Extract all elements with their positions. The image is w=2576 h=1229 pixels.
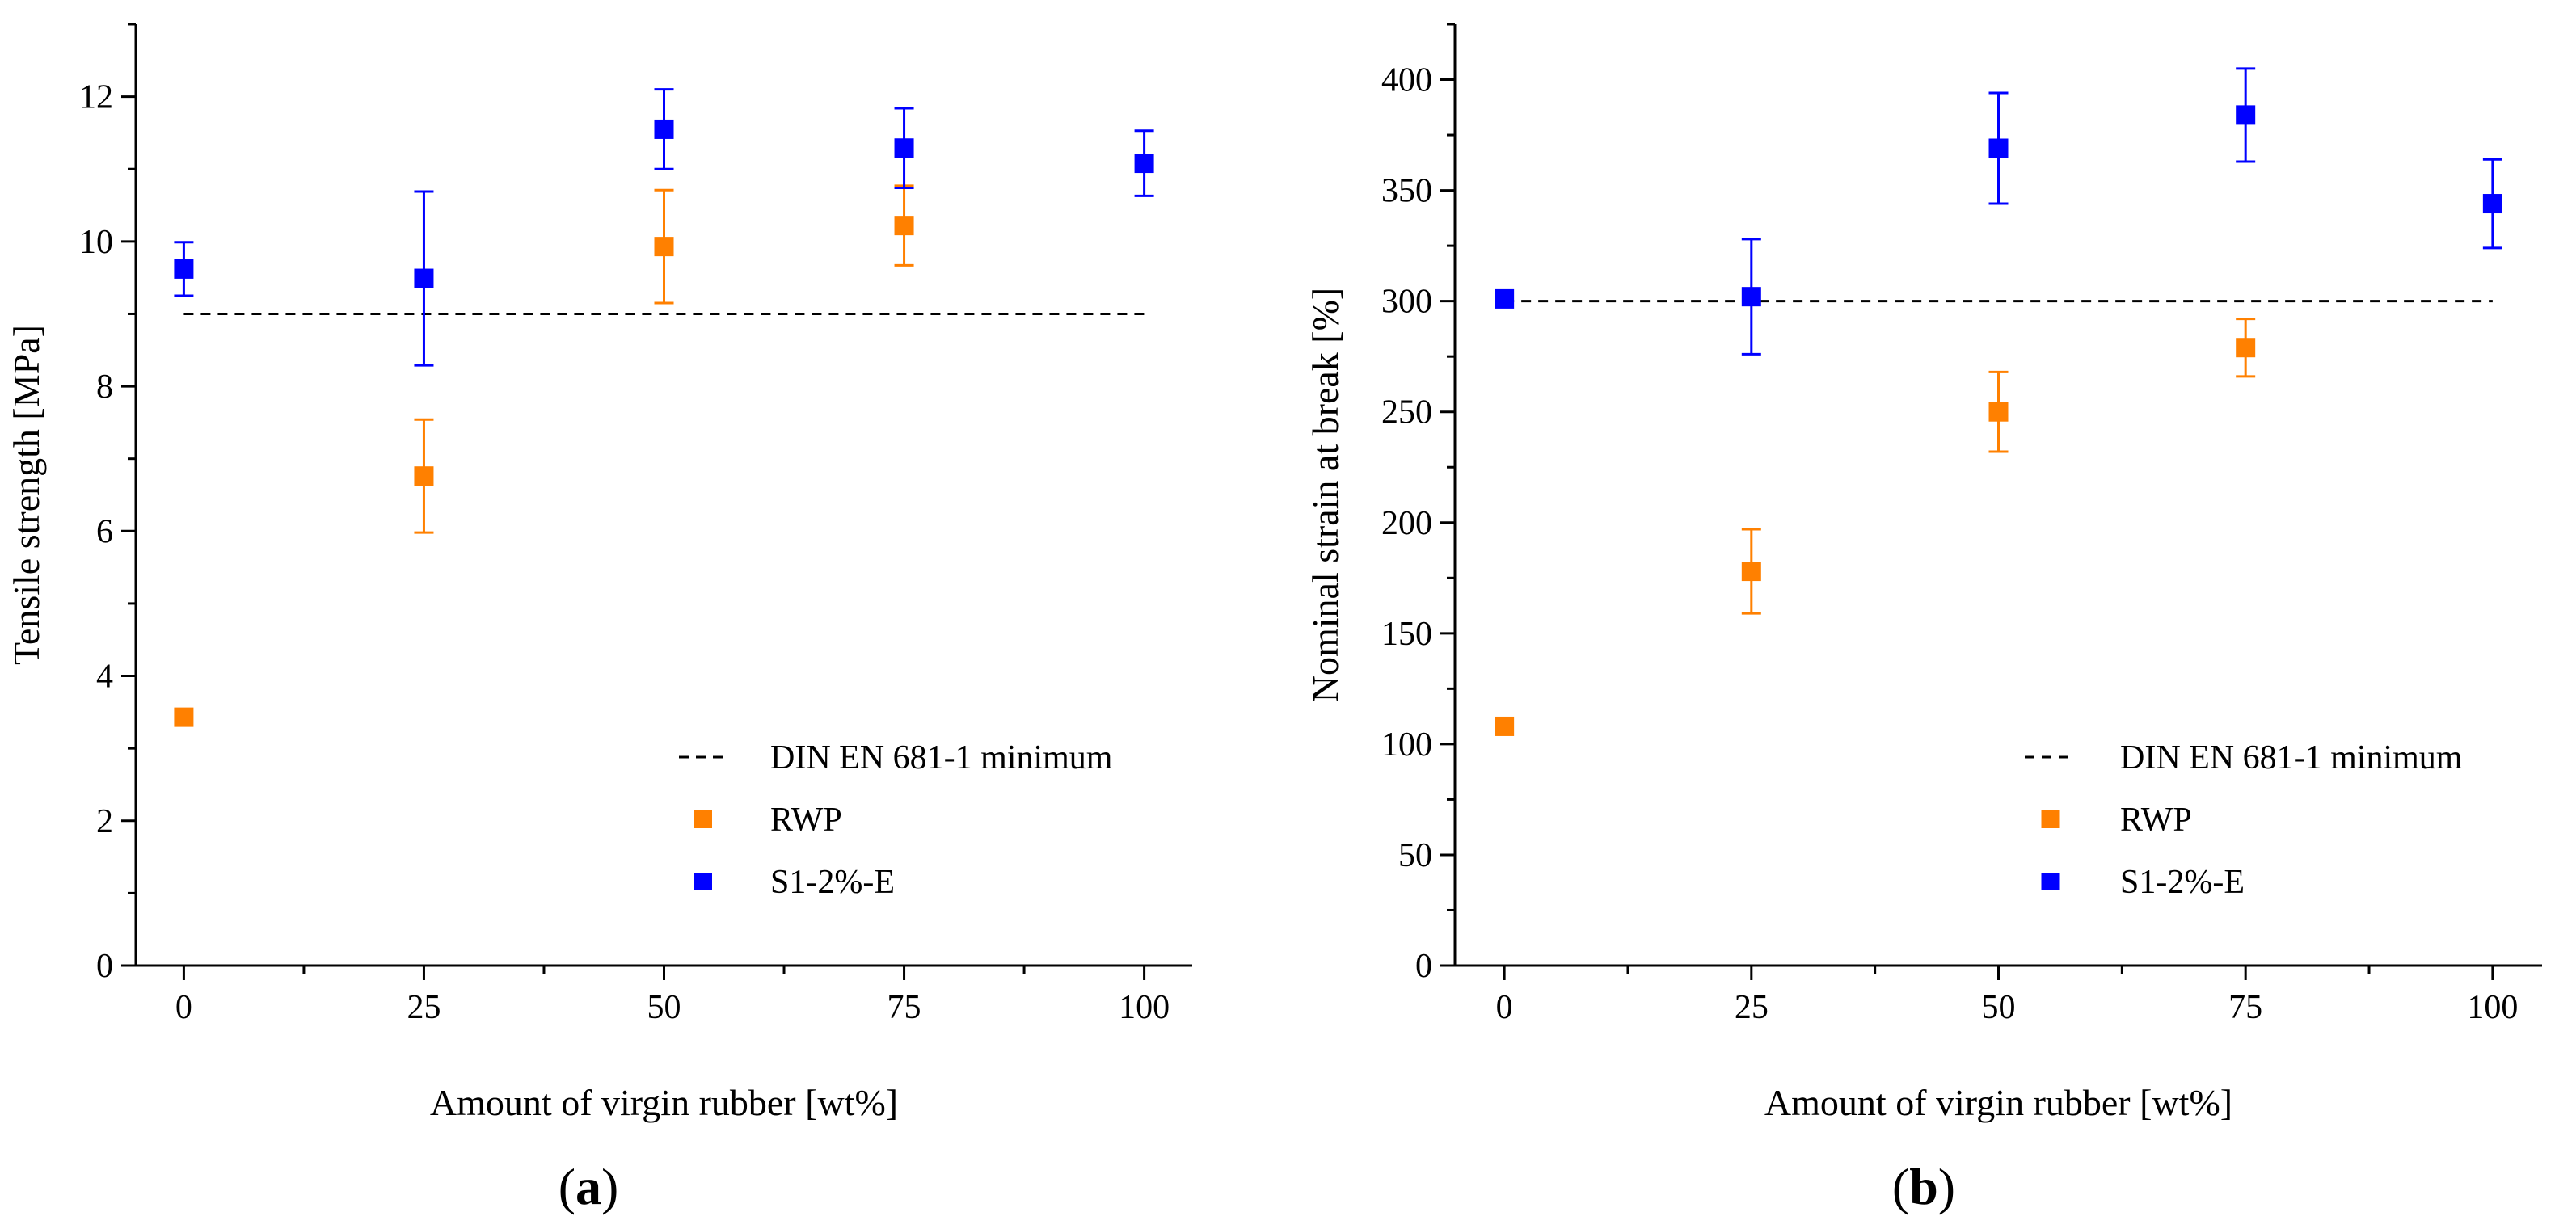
chart-b-s1-2-e-point [1741, 287, 1761, 307]
chart-a-x-tick-label: 0 [175, 989, 192, 1026]
chart-b-s1-2-e-point [1988, 138, 2009, 158]
chart-b-panel-label-close-paren: ) [1938, 1158, 1955, 1215]
chart-a-x-axis-title: Amount of virgin rubber [wt%] [430, 1082, 898, 1123]
chart-a-rwp-point [654, 237, 674, 257]
chart-b-legend-rwp-label: RWP [2120, 802, 2192, 839]
chart-b-s1-2-e-point [1495, 288, 1515, 309]
chart-a-legend-rwp-swatch [694, 810, 712, 828]
chart-b-x-tick-label: 50 [1982, 989, 2016, 1026]
chart-a-y-axis-title: Tensile strength [MPa] [6, 325, 47, 665]
chart-a-y-tick-label: 0 [96, 948, 113, 985]
chart-a-x-tick-label: 50 [647, 989, 681, 1026]
chart-a-y-tick-label: 2 [96, 803, 113, 840]
chart-b-x-axis-title: Amount of virgin rubber [wt%] [1764, 1082, 2232, 1123]
chart-a-rwp-point [174, 707, 194, 727]
chart-b-y-tick-label: 50 [1398, 837, 1432, 874]
chart-a-y-tick-label: 10 [79, 224, 113, 261]
chart-a-legend-rwp-label: RWP [770, 802, 842, 839]
chart-b-rwp-point [1988, 402, 2009, 422]
chart-b-x-tick-label: 0 [1496, 989, 1513, 1026]
chart-b-s1-2-e-point [2236, 105, 2256, 125]
chart-b-y-tick-label: 350 [1381, 173, 1432, 210]
chart-a-legend-s1-2-e-swatch [694, 873, 712, 890]
chart-b-y-tick-label: 250 [1381, 394, 1432, 431]
chart-panel-b: 0 25 50 75 100 0 50 100 150 200 250 300 350 400 Amount… [1305, 23, 2542, 1215]
chart-b-y-tick-label: 0 [1415, 948, 1432, 985]
chart-a-x-tick-label: 25 [407, 989, 441, 1026]
chart-b-panel-label-letter: b [1909, 1158, 1938, 1215]
chart-panel-a: 0 25 50 75 100 0 2 4 6 8 10 12 Amount of virgin rubb… [6, 23, 1192, 1215]
chart-b-y-tick-label: 100 [1381, 726, 1432, 764]
chart-a-s1-2-e-point [654, 119, 674, 139]
chart-b-x-tick-label: 25 [1735, 989, 1769, 1026]
chart-b-y-tick-label: 200 [1381, 505, 1432, 542]
chart-b-legend-s1-2-e-label: S1-2%-E [2120, 864, 2245, 901]
chart-b-x-tick-label: 100 [2467, 989, 2518, 1026]
chart-b-legend-reference-label: DIN EN 681-1 minimum [2120, 739, 2463, 777]
chart-b-legend-rwp-swatch [2041, 810, 2060, 828]
chart-b-x-tick-label: 75 [2228, 989, 2262, 1026]
chart-b-panel-label-open-paren: ( [1892, 1158, 1909, 1215]
chart-b-y-axis-title: Nominal strain at break [%] [1305, 288, 1346, 702]
chart-a-legend-s1-2-e-label: S1-2%-E [770, 864, 895, 901]
chart-a-legend-reference-label: DIN EN 681-1 minimum [770, 739, 1113, 777]
chart-b-y-tick-label: 300 [1381, 284, 1432, 321]
chart-a-y-tick-label: 4 [96, 659, 113, 696]
chart-a-rwp-point [894, 216, 914, 236]
chart-a-s1-2-e-point [174, 259, 194, 279]
chart-b-legend-s1-2-e-swatch [2041, 873, 2060, 890]
chart-a-s1-2-e-point [1134, 154, 1154, 174]
chart-a-s1-2-e-point [894, 138, 914, 158]
chart-b-y-tick-label: 150 [1381, 616, 1432, 653]
chart-a-rwp-point [414, 466, 434, 486]
chart-b-s1-2-e-point [2482, 194, 2502, 214]
chart-a-panel-label-close-paren: ) [601, 1158, 618, 1215]
chart-a-y-tick-label: 6 [96, 513, 113, 550]
chart-a-y-tick-label: 12 [79, 79, 113, 116]
chart-a-panel-label: (a) [559, 1158, 619, 1215]
chart-a-s1-2-e-point [414, 268, 434, 288]
chart-b-rwp-point [1741, 562, 1761, 582]
chart-b-rwp-point [2236, 338, 2256, 358]
chart-b-rwp-point [1495, 716, 1515, 736]
chart-a-panel-label-letter: a [575, 1158, 601, 1215]
chart-a-x-tick-label: 100 [1119, 989, 1170, 1026]
chart-a-panel-label-open-paren: ( [559, 1158, 575, 1215]
chart-a-y-tick-label: 8 [96, 368, 113, 406]
chart-b-y-tick-label: 400 [1381, 62, 1432, 99]
chart-b-panel-label: (b) [1892, 1158, 1955, 1215]
chart-a-x-tick-label: 75 [887, 989, 921, 1026]
